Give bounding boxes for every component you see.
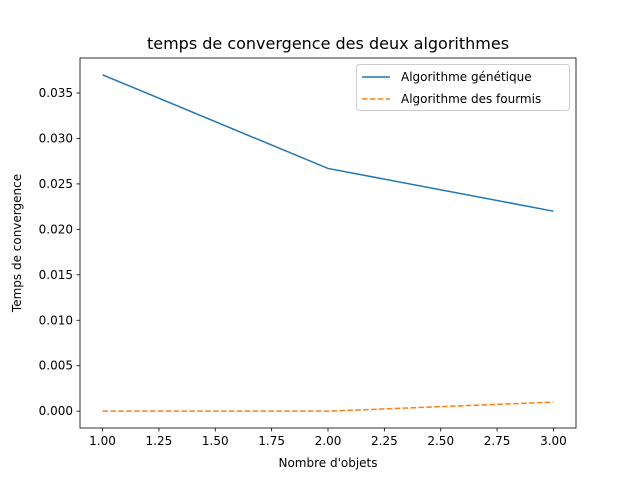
x-tick-label: 1.25 bbox=[146, 434, 173, 448]
x-tick-label: 2.00 bbox=[315, 434, 342, 448]
legend-label-2: Algorithme des fourmis bbox=[401, 92, 541, 106]
x-tick-label: 2.25 bbox=[371, 434, 398, 448]
series-line-2 bbox=[102, 401, 554, 412]
x-axis-label: Nombre d'objets bbox=[278, 456, 377, 470]
x-tick-label: 2.75 bbox=[484, 434, 511, 448]
chart-title: temps de convergence des deux algorithme… bbox=[147, 34, 509, 53]
y-tick-label: 0.020 bbox=[39, 222, 73, 236]
legend-label-1: Algorithme génétique bbox=[401, 70, 532, 84]
y-tick-label: 0.010 bbox=[39, 313, 73, 327]
x-tick-label: 2.50 bbox=[427, 434, 454, 448]
legend: Algorithme génétique Algorithme des fourm… bbox=[356, 64, 570, 111]
y-tick-label: 0.005 bbox=[39, 359, 73, 373]
legend-box bbox=[356, 64, 570, 111]
y-tick-label: 0.025 bbox=[39, 177, 73, 191]
x-tick-label: 3.00 bbox=[540, 434, 567, 448]
y-axis-label: Temps de convergence bbox=[10, 174, 24, 313]
series-line-1 bbox=[102, 74, 554, 212]
y-tick-label: 0.035 bbox=[39, 86, 73, 100]
y-tick-label: 0.000 bbox=[39, 404, 73, 418]
x-tick-label: 1.75 bbox=[258, 434, 285, 448]
y-tick-label: 0.030 bbox=[39, 131, 73, 145]
plot-area: 1.00 1.25 1.50 1.75 2.00 2.25 2.50 2.75 3.00 0.00… bbox=[39, 57, 577, 448]
x-tick-label: 1.00 bbox=[89, 434, 116, 448]
y-tick-label: 0.015 bbox=[39, 268, 73, 282]
x-tick-label: 1.50 bbox=[202, 434, 229, 448]
